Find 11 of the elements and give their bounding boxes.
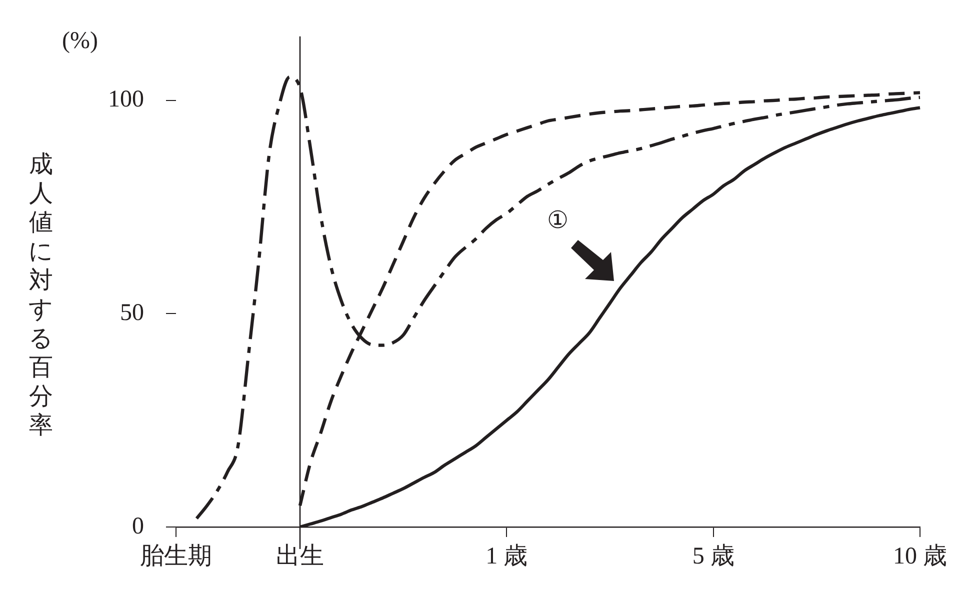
text: (%)	[62, 28, 98, 55]
annotation: ①	[547, 207, 569, 235]
y-tick-label: 50	[120, 300, 144, 326]
y-tick-label: 0	[132, 513, 144, 540]
text: 成人値に対する百分率	[28, 150, 54, 439]
x-tick-label: 1 歳	[486, 544, 528, 570]
y-tick-label: 100	[108, 86, 144, 113]
x-tick-label: 出生	[276, 544, 324, 570]
x-tick-label: 10 歳	[893, 544, 947, 570]
x-tick-label: 5 歳	[692, 544, 734, 570]
x-tick-label: 胎生期	[140, 544, 212, 570]
